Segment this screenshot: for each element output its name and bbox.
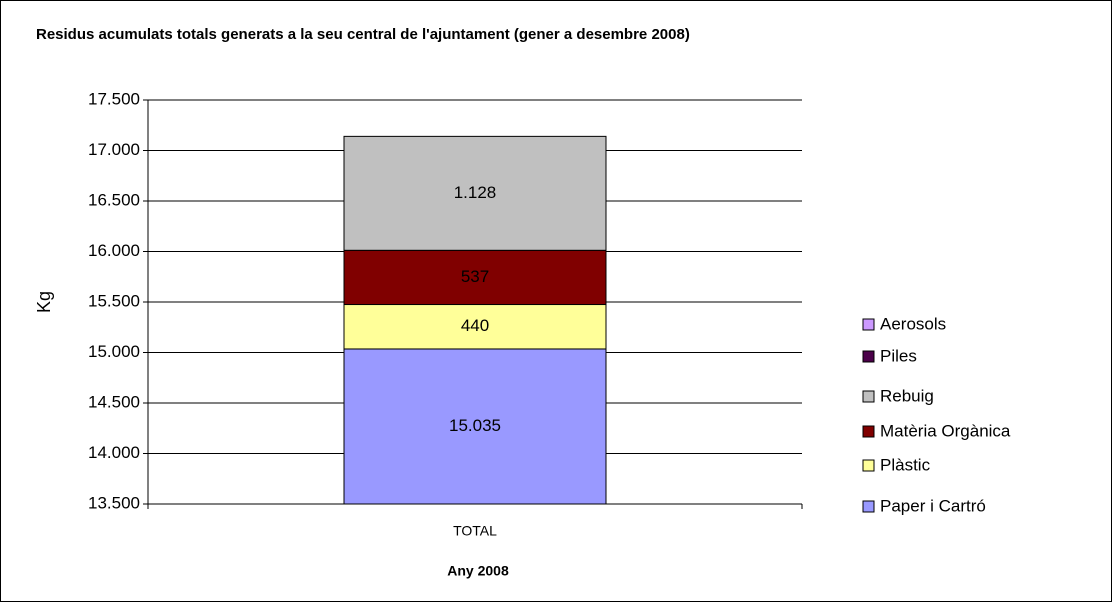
legend-label: Aerosols xyxy=(880,314,946,333)
data-label: 15.035 xyxy=(449,416,501,435)
legend-swatch xyxy=(862,459,875,472)
y-tick-label: 14.500 xyxy=(88,392,140,411)
y-tick-label: 15.500 xyxy=(88,291,140,310)
y-axis-title: Kg xyxy=(34,291,54,313)
legend-label: Piles xyxy=(880,346,917,365)
legend-swatch xyxy=(862,425,875,438)
bar-segment xyxy=(343,135,607,251)
y-tick-label: 17.500 xyxy=(88,89,140,108)
y-tick-label: 17.000 xyxy=(88,140,140,159)
x-axis-title: Any 2008 xyxy=(447,563,509,579)
legend-swatch xyxy=(862,318,875,331)
y-tick-label: 16.000 xyxy=(88,241,140,260)
legend-swatch xyxy=(862,390,875,403)
x-tick-label: TOTAL xyxy=(453,523,497,539)
legend-label: Rebuig xyxy=(880,386,934,405)
legend-swatch xyxy=(862,500,875,513)
chart-title: Residus acumulats totals generats a la s… xyxy=(36,26,690,43)
y-tick-label: 15.000 xyxy=(88,342,140,361)
data-label: 440 xyxy=(461,316,489,335)
data-label: 537 xyxy=(461,267,489,286)
y-tick-label: 13.500 xyxy=(88,493,140,512)
legend-label: Matèria Orgànica xyxy=(880,421,1011,440)
data-label: 1.128 xyxy=(454,183,497,202)
legend-label: Paper i Cartró xyxy=(880,496,986,515)
legend-swatch xyxy=(862,350,875,363)
y-tick-label: 16.500 xyxy=(88,190,140,209)
legend-label: Plàstic xyxy=(880,455,931,474)
bar-segment xyxy=(343,348,607,505)
y-tick-label: 14.000 xyxy=(88,443,140,462)
